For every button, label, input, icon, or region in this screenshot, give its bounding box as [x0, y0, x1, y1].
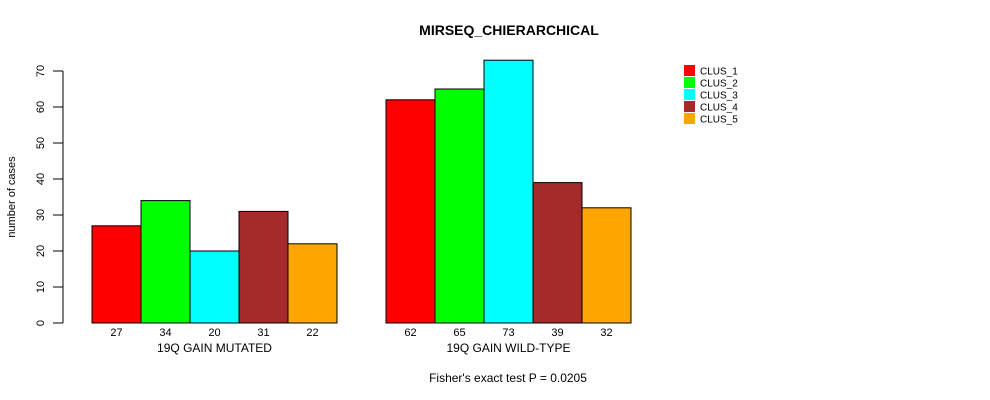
y-tick-label: 30 [35, 209, 47, 221]
bar-value-label: 27 [110, 327, 122, 339]
bar-value-label: 34 [159, 327, 171, 339]
legend-swatch-clus_5 [684, 113, 695, 124]
bar-clus_4-1 [238, 210, 289, 324]
x-axis-labels: 27 34 20 31 22 19Q GAIN MUTATED 62 65 73 39 32 19Q … [110, 327, 612, 355]
bar-clus_2-2 [434, 88, 485, 324]
chart-title: MIRSEQ_CHIERARCHICAL [419, 22, 599, 38]
legend-label-clus_3: CLUS_3 [700, 91, 738, 102]
legend-label-clus_4: CLUS_4 [700, 103, 738, 114]
bar-clus_5-2 [581, 207, 632, 324]
y-tick-label: 0 [35, 320, 47, 326]
y-axis-title: number of cases [6, 156, 18, 238]
y-tick-label: 70 [35, 65, 47, 77]
category-label: 19Q GAIN WILD-TYPE [446, 341, 570, 355]
legend-label-clus_5: CLUS_5 [700, 115, 738, 126]
bar-clus_2-1 [140, 200, 191, 324]
bar-clus_1-1 [91, 225, 142, 324]
bar-value-label: 32 [600, 327, 612, 339]
bar-clus_3-2 [483, 59, 534, 324]
legend-swatch-clus_3 [684, 89, 695, 100]
bar-value-label: 65 [453, 327, 465, 339]
legend-label-clus_2: CLUS_2 [700, 79, 738, 90]
bar-value-label: 20 [208, 327, 220, 339]
bar-value-label: 62 [404, 327, 416, 339]
legend-swatch-clus_2 [684, 77, 695, 88]
legend-swatch-clus_4 [684, 101, 695, 112]
bar-value-label: 73 [502, 327, 514, 339]
bar-clus_5-1 [287, 243, 338, 324]
y-axis: 0 10 20 30 40 50 60 70 [35, 65, 64, 326]
y-tick-label: 60 [35, 101, 47, 113]
category-label: 19Q GAIN MUTATED [157, 341, 272, 355]
bar-clus_3-1 [189, 250, 240, 324]
y-tick-label: 40 [35, 173, 47, 185]
bars [91, 59, 632, 324]
legend-swatch-clus_1 [684, 65, 695, 76]
y-tick-label: 10 [35, 281, 47, 293]
bar-value-label: 22 [306, 327, 318, 339]
annotation-text: Fisher's exact test P = 0.0205 [429, 371, 587, 385]
bar-value-label: 39 [551, 327, 563, 339]
bar-clus_4-2 [532, 182, 583, 324]
bar-clus_1-2 [385, 99, 436, 324]
y-tick-label: 50 [35, 137, 47, 149]
y-tick-label: 20 [35, 245, 47, 257]
bar-value-label: 31 [257, 327, 269, 339]
legend-label-clus_1: CLUS_1 [700, 67, 738, 78]
